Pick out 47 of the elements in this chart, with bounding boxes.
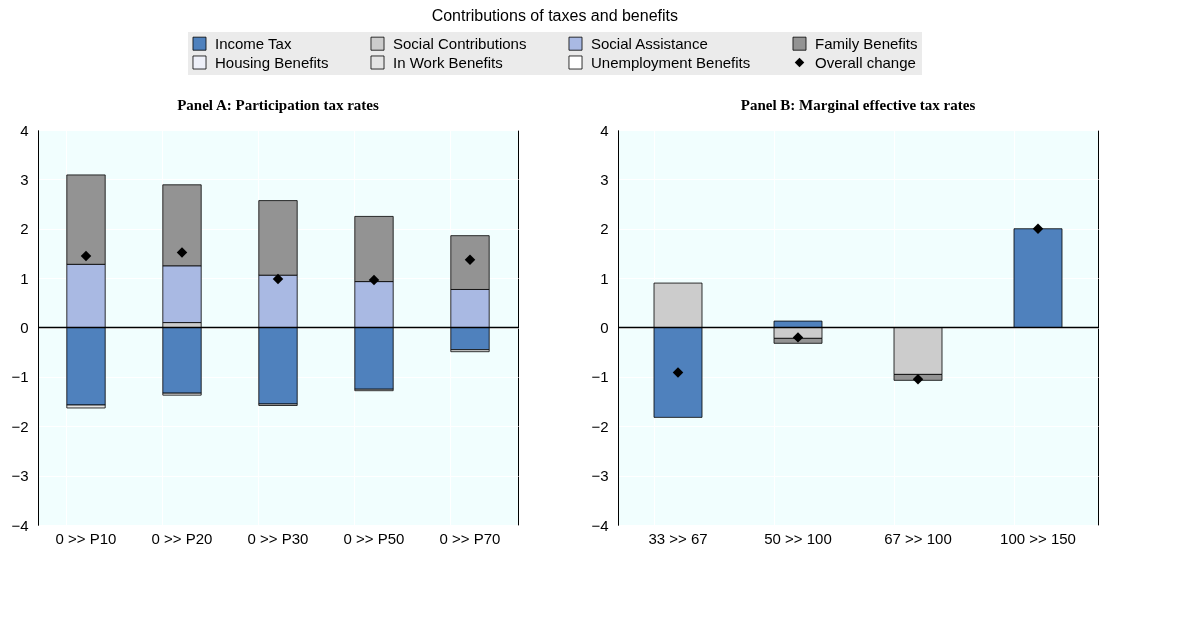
y-tick-label: 0 bbox=[20, 319, 29, 336]
x-tick-label: 0 >> P20 bbox=[151, 529, 213, 547]
point bbox=[464, 254, 476, 266]
y-tick-label: 4 bbox=[600, 121, 609, 139]
y-tick-label: 3 bbox=[20, 170, 29, 188]
legend-label: Social Assistance bbox=[591, 34, 708, 52]
y-tick-label: −2 bbox=[591, 417, 609, 435]
x-tick-label: 100 >> 150 bbox=[1000, 529, 1076, 547]
point bbox=[368, 274, 380, 286]
x-tick-label: 33 >> 67 bbox=[648, 529, 708, 547]
x-tick-label: 50 >> 100 bbox=[764, 529, 832, 547]
chart-subtitle: Panel A: Participation tax rates bbox=[177, 97, 379, 113]
point bbox=[272, 273, 284, 285]
y-tick-label: −3 bbox=[11, 467, 29, 485]
y-tick-label: 2 bbox=[20, 220, 29, 238]
y-tick-label: 1 bbox=[20, 269, 29, 287]
x-tick-label: 0 >> P50 bbox=[343, 529, 405, 547]
y-tick-label: −3 bbox=[591, 467, 609, 485]
legend-label: Overall change bbox=[815, 53, 916, 71]
point bbox=[912, 374, 924, 385]
legend-label: Family Benefits bbox=[815, 34, 918, 52]
point bbox=[1032, 223, 1044, 234]
y-tick-label: −4 bbox=[11, 516, 29, 534]
point bbox=[176, 247, 188, 258]
y-tick-label: 0 bbox=[600, 319, 609, 336]
point bbox=[672, 367, 684, 378]
point bbox=[792, 332, 804, 343]
y-tick-label: −1 bbox=[11, 368, 29, 386]
y-tick-label: 1 bbox=[600, 269, 609, 287]
legend-label: Social Contributions bbox=[393, 34, 527, 52]
x-tick-label: 0 >> P10 bbox=[55, 529, 117, 547]
x-tick-label: 67 >> 100 bbox=[884, 529, 952, 547]
y-tick-label: 3 bbox=[600, 170, 609, 188]
x-tick-label: 0 >> P30 bbox=[247, 529, 309, 547]
y-tick-label: −1 bbox=[591, 368, 609, 386]
y-tick-label: 2 bbox=[600, 220, 609, 238]
y-tick-label: 4 bbox=[20, 121, 29, 139]
legend-label: Unemployment Benefits bbox=[591, 53, 751, 71]
point bbox=[80, 250, 92, 262]
y-tick-label: −2 bbox=[11, 417, 29, 435]
chart-title: Panel B: Marginal effective tax rates bbox=[740, 97, 976, 113]
legend-label: Income Tax bbox=[215, 34, 292, 52]
text: Contributions of taxes and benefits bbox=[431, 7, 679, 24]
legend-label: In Work Benefits bbox=[393, 53, 503, 71]
legend-label: Housing Benefits bbox=[215, 53, 329, 71]
x-tick-label: 0 >> P70 bbox=[439, 529, 501, 547]
y-tick-label: −4 bbox=[591, 516, 609, 534]
